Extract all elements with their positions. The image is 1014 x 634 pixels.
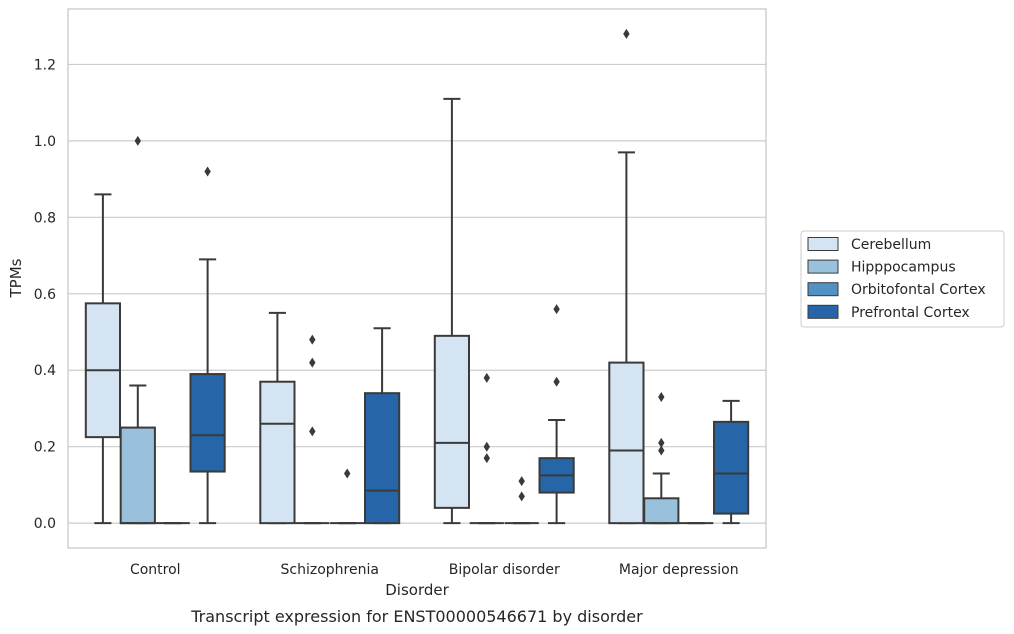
outlier-point bbox=[658, 437, 665, 448]
x-tick-label: Schizophrenia bbox=[281, 562, 379, 578]
y-tick-label: 0.0 bbox=[34, 516, 56, 532]
box-3-3 bbox=[712, 399, 750, 525]
legend-swatch bbox=[807, 304, 839, 319]
y-tick-label: 0.6 bbox=[34, 287, 56, 303]
box-1-2 bbox=[330, 468, 365, 525]
x-axis-title: Disorder bbox=[385, 581, 449, 599]
outlier-point bbox=[518, 476, 525, 487]
box bbox=[119, 426, 156, 525]
legend-label: Cerebellum bbox=[851, 237, 931, 253]
box-plots bbox=[84, 28, 750, 525]
box-3-1 bbox=[643, 392, 680, 525]
box-1-0 bbox=[259, 311, 296, 525]
box bbox=[259, 380, 296, 525]
chart-caption: Transcript expression for ENST0000054667… bbox=[190, 607, 643, 626]
box-2-1 bbox=[469, 372, 504, 525]
y-tick-labels: 0.0 0.2 0.4 0.6 0.8 1.0 1.2 bbox=[34, 57, 56, 532]
outlier-point bbox=[518, 491, 525, 502]
box-1-1 bbox=[295, 334, 330, 525]
y-tick-label: 1.0 bbox=[34, 134, 56, 150]
legend-frame bbox=[800, 230, 1005, 328]
outlier-point bbox=[309, 426, 316, 437]
outlier-point bbox=[483, 453, 490, 464]
box-2-2 bbox=[504, 476, 539, 525]
legend-label: Orbitofontal Cortex bbox=[851, 282, 986, 298]
outlier-point bbox=[553, 376, 560, 387]
outlier-point bbox=[483, 441, 490, 452]
box bbox=[608, 361, 645, 525]
x-tick-label: Bipolar disorder bbox=[449, 562, 560, 578]
y-tick-label: 0.4 bbox=[34, 363, 56, 379]
outlier-point bbox=[309, 357, 316, 368]
outlier-point bbox=[309, 334, 316, 345]
outlier-point bbox=[658, 392, 665, 403]
box bbox=[363, 392, 401, 525]
outlier-point bbox=[134, 135, 141, 146]
box-0-0 bbox=[84, 193, 122, 525]
legend-swatch bbox=[807, 282, 839, 297]
y-tick-label: 1.2 bbox=[34, 57, 56, 73]
grid-lines bbox=[68, 63, 766, 524]
y-tick-label: 0.8 bbox=[34, 210, 56, 226]
outlier-point bbox=[623, 28, 630, 39]
box-0-1 bbox=[119, 135, 156, 525]
x-tick-label: Major depression bbox=[619, 562, 739, 578]
box bbox=[643, 497, 680, 525]
outlier-point bbox=[658, 445, 665, 456]
y-tick-label: 0.2 bbox=[34, 440, 56, 456]
outlier-point bbox=[553, 304, 560, 315]
box-2-3 bbox=[538, 304, 575, 525]
box-2-0 bbox=[433, 97, 471, 525]
box bbox=[712, 420, 750, 515]
legend-swatch bbox=[807, 237, 839, 251]
legend: Cerebellum Hipppocampus Orbitofontal Corte… bbox=[800, 230, 1005, 328]
y-axis-title: TPMs bbox=[7, 258, 25, 298]
legend-label: Prefrontal Cortex bbox=[851, 305, 970, 321]
legend-swatch bbox=[807, 259, 839, 274]
legend-label: Hipppocampus bbox=[851, 260, 956, 276]
plot-frame bbox=[67, 8, 767, 549]
box-1-3 bbox=[363, 327, 401, 525]
box-3-0 bbox=[608, 28, 645, 525]
box bbox=[433, 334, 471, 509]
x-tick-label: Control bbox=[130, 562, 181, 578]
outlier-point bbox=[204, 166, 211, 177]
box-0-3 bbox=[189, 166, 226, 525]
outlier-point bbox=[483, 372, 490, 383]
outlier-point bbox=[344, 468, 351, 479]
x-tick-labels: Control Schizophrenia Bipolar disorder Majo… bbox=[130, 562, 739, 578]
box bbox=[189, 373, 226, 473]
